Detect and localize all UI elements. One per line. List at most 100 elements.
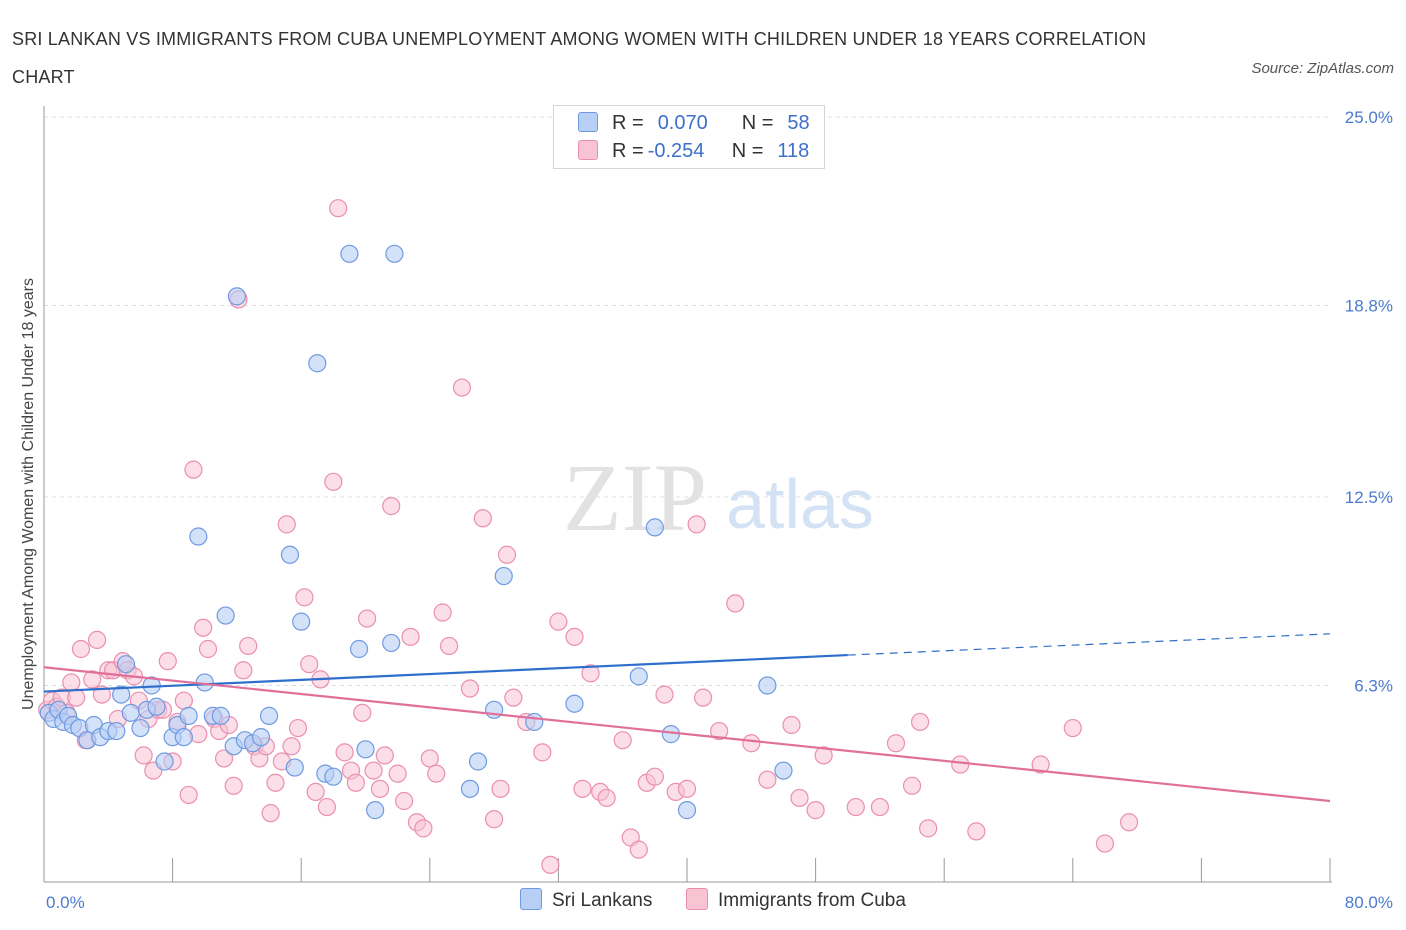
data-point-immigrants-from-cuba <box>346 773 365 792</box>
data-point-immigrants-from-cuba <box>420 749 439 768</box>
legend-item-immigrants-from-cuba: Immigrants from Cuba <box>686 888 906 912</box>
data-point-immigrants-from-cuba <box>790 788 809 808</box>
correlation-legend: R = 0.070 N = 58 R = -0.254 N = 118 <box>553 105 825 169</box>
trend-lines <box>43 633 1331 803</box>
data-point-immigrants-from-cuba <box>1063 718 1082 738</box>
y-axis-label: Unemployment Among Women with Children U… <box>20 278 37 710</box>
data-point-immigrants-from-cuba <box>967 822 986 841</box>
data-point-immigrants-from-cuba <box>565 627 584 646</box>
data-point-sri-lankans <box>189 527 208 546</box>
data-point-immigrants-from-cuba <box>1031 755 1050 774</box>
data-point-immigrants-from-cuba <box>687 515 706 534</box>
chart-title: SRI LANKAN VS IMMIGRANTS FROM CUBA UNEMP… <box>12 29 1147 87</box>
data-point-sri-lankans <box>758 676 777 695</box>
data-point-sri-lankans <box>131 718 150 738</box>
data-point-immigrants-from-cuba <box>335 743 354 762</box>
data-point-immigrants-from-cuba <box>83 670 102 689</box>
grid-lines <box>44 116 1330 686</box>
watermark-atlas: atlas <box>726 465 874 543</box>
source-label: Source: ZipAtlas.com <box>1251 60 1394 77</box>
data-point-sri-lankans <box>324 767 343 786</box>
data-point-sri-lankans <box>677 801 697 820</box>
data-point-sri-lankans <box>292 612 311 631</box>
y-tick-label: 18.8% <box>1345 296 1393 315</box>
series-sri-lankans <box>39 244 793 820</box>
data-point-sri-lankans <box>366 801 385 820</box>
data-point-immigrants-from-cuba <box>224 776 243 795</box>
legend-n-value: 58 <box>787 112 810 134</box>
data-point-immigrants-from-cuba <box>214 749 234 768</box>
legend-n-label: N = <box>741 112 774 134</box>
data-point-sri-lankans <box>216 606 235 625</box>
series-legend: Sri Lankans Immigrants from Cuba <box>0 888 1406 914</box>
data-point-immigrants-from-cuba <box>645 767 664 786</box>
data-point-immigrants-from-cuba <box>414 819 433 838</box>
data-point-immigrants-from-cuba <box>234 661 253 680</box>
x-tick-label: 80.0% <box>1345 893 1393 912</box>
data-point-immigrants-from-cuba <box>814 746 833 765</box>
series-immigrants-from-cuba <box>38 199 1139 874</box>
data-point-sri-lankans <box>382 633 401 653</box>
data-point-immigrants-from-cuba <box>288 718 308 738</box>
data-point-immigrants-from-cuba <box>382 497 401 516</box>
data-point-immigrants-from-cuba <box>394 791 414 811</box>
legend-label-immigrants-from-cuba: Immigrants from Cuba <box>718 890 906 911</box>
data-point-immigrants-from-cuba <box>358 609 377 628</box>
data-point-immigrants-from-cuba <box>306 782 325 801</box>
data-point-sri-lankans <box>147 697 166 716</box>
data-point-immigrants-from-cuba <box>134 746 153 765</box>
data-point-immigrants-from-cuba <box>742 734 761 753</box>
data-point-immigrants-from-cuba <box>87 630 107 649</box>
data-point-sri-lankans <box>308 354 327 373</box>
data-point-immigrants-from-cuba <box>549 612 568 631</box>
data-point-immigrants-from-cuba <box>629 840 648 859</box>
data-point-immigrants-from-cuba <box>951 755 970 774</box>
data-point-immigrants-from-cuba <box>613 731 632 750</box>
data-point-immigrants-from-cuba <box>67 688 86 707</box>
legend-n-value: 118 <box>777 140 810 162</box>
data-point-sri-lankans <box>565 694 584 713</box>
legend-swatch-blue <box>578 112 598 132</box>
data-point-immigrants-from-cuba <box>261 804 280 823</box>
data-point-immigrants-from-cuba <box>401 627 420 646</box>
data-point-immigrants-from-cuba <box>758 770 777 789</box>
data-point-immigrants-from-cuba <box>71 639 91 659</box>
data-point-immigrants-from-cuba <box>919 819 938 838</box>
data-point-immigrants-from-cuba <box>317 797 337 817</box>
data-point-immigrants-from-cuba <box>329 199 348 218</box>
data-point-immigrants-from-cuba <box>726 594 745 613</box>
legend-row-sri-lankans: R = 0.070 N = 58 <box>578 112 810 138</box>
data-point-immigrants-from-cuba <box>282 737 301 756</box>
data-point-immigrants-from-cuba <box>266 773 285 792</box>
data-point-immigrants-from-cuba <box>655 685 674 704</box>
data-point-sri-lankans <box>494 566 513 586</box>
legend-r-value: 0.070 <box>657 112 708 134</box>
data-point-immigrants-from-cuba <box>62 673 81 692</box>
watermark-zip: ZIP <box>563 444 707 551</box>
data-point-sri-lankans <box>468 752 488 771</box>
data-point-immigrants-from-cuba <box>473 509 492 528</box>
trend-line-immigrants-from-cuba <box>43 666 1331 803</box>
x-tick-labels: 0.0% 80.0% <box>46 893 1393 912</box>
data-point-immigrants-from-cuba <box>92 685 111 704</box>
data-point-sri-lankans <box>280 545 300 564</box>
data-point-sri-lankans <box>121 703 140 722</box>
legend-swatch-pink <box>578 140 598 160</box>
data-point-sri-lankans <box>340 244 359 263</box>
data-point-sri-lankans <box>259 706 279 725</box>
data-point-immigrants-from-cuba <box>198 639 218 659</box>
watermark: ZIP atlas <box>563 444 874 551</box>
data-point-sri-lankans <box>174 728 193 747</box>
data-point-sri-lankans <box>107 721 126 741</box>
data-point-immigrants-from-cuba <box>239 636 258 656</box>
trend-line-sri-lankans-extension <box>847 633 1331 656</box>
data-point-immigrants-from-cuba <box>324 472 343 491</box>
data-point-sri-lankans <box>385 244 404 263</box>
data-point-immigrants-from-cuba <box>870 797 890 817</box>
data-point-sri-lankans <box>179 706 198 725</box>
data-point-immigrants-from-cuba <box>433 603 452 622</box>
data-point-sri-lankans <box>227 287 246 306</box>
data-point-immigrants-from-cuba <box>533 743 552 762</box>
data-point-immigrants-from-cuba <box>295 588 314 607</box>
